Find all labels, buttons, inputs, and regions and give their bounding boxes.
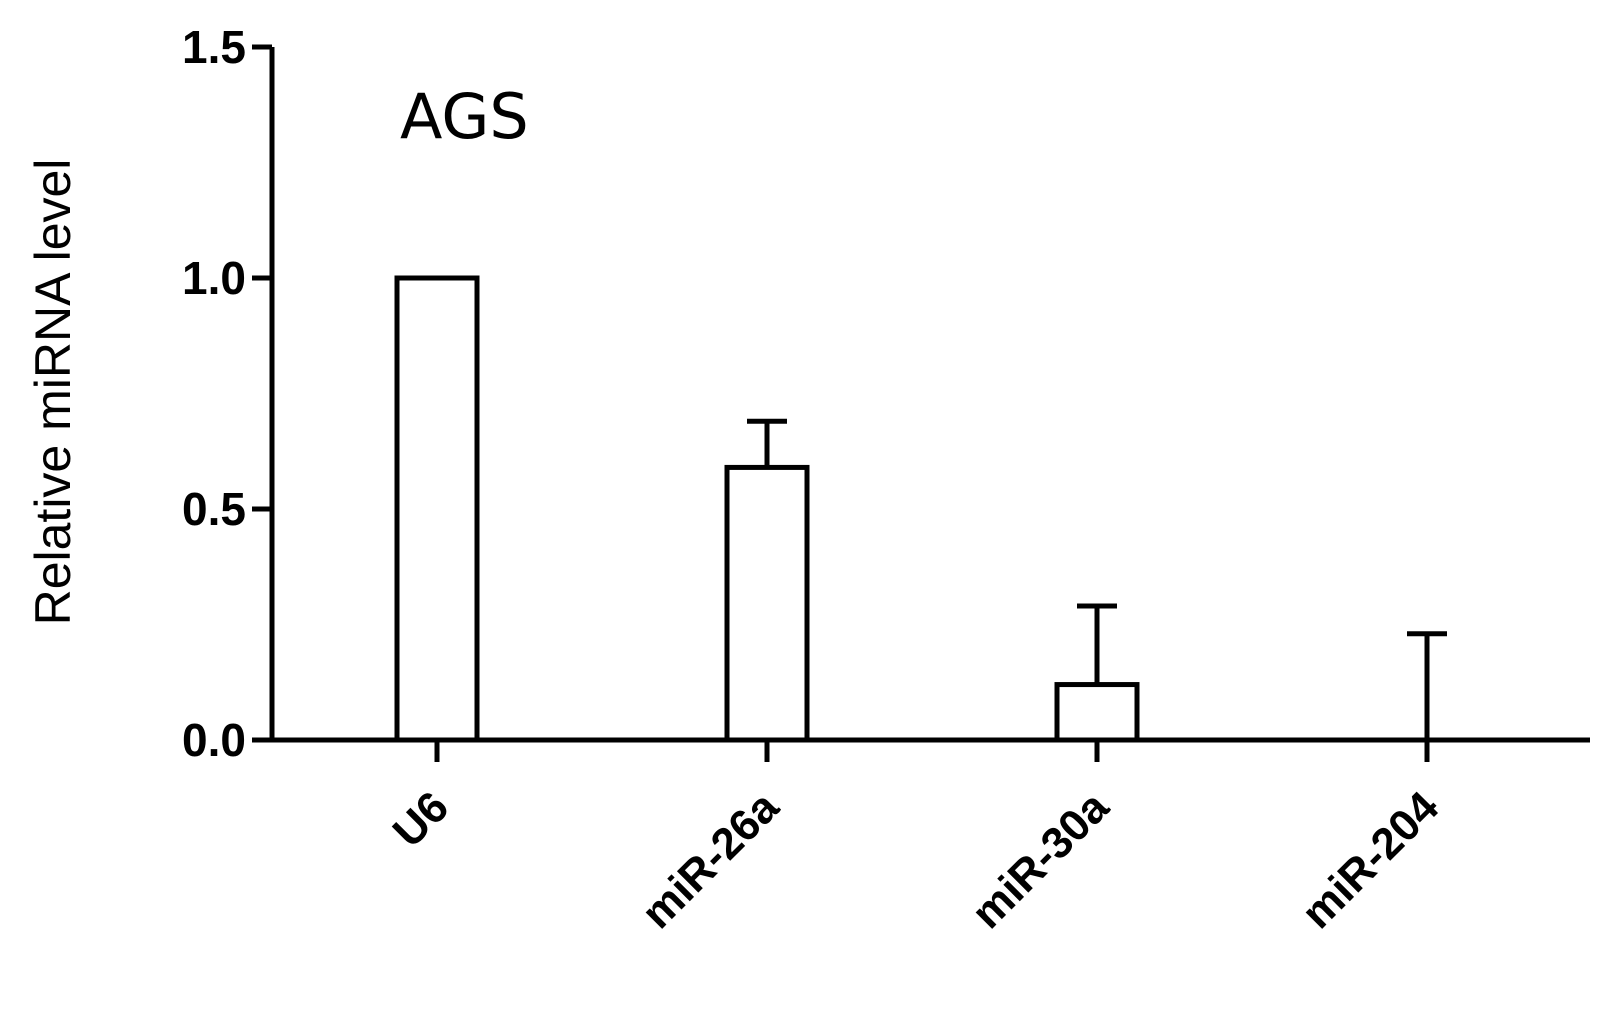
x-tick-label: miR-204 [1292, 782, 1448, 938]
x-tick-label: U6 [384, 782, 458, 856]
y-tick-label: 0.5 [182, 483, 246, 535]
bars [394, 275, 1447, 743]
bar [724, 464, 810, 743]
x-tick-label: miR-26a [632, 782, 788, 938]
x-tick-label: miR-30a [962, 782, 1118, 938]
y-tick-label: 1.0 [182, 252, 246, 304]
y-tick-label: 1.5 [182, 21, 246, 73]
bar [394, 275, 480, 743]
chart-annotation: AGS [400, 80, 529, 153]
x-axis: U6 miR-26a miR-30a miR-204 [272, 737, 1590, 938]
y-axis-label: Relative miRNA level [25, 159, 81, 626]
bar [1054, 682, 1140, 743]
y-axis: 0.0 0.5 1.0 1.5 [182, 21, 275, 766]
y-tick-label: 0.0 [182, 714, 246, 766]
